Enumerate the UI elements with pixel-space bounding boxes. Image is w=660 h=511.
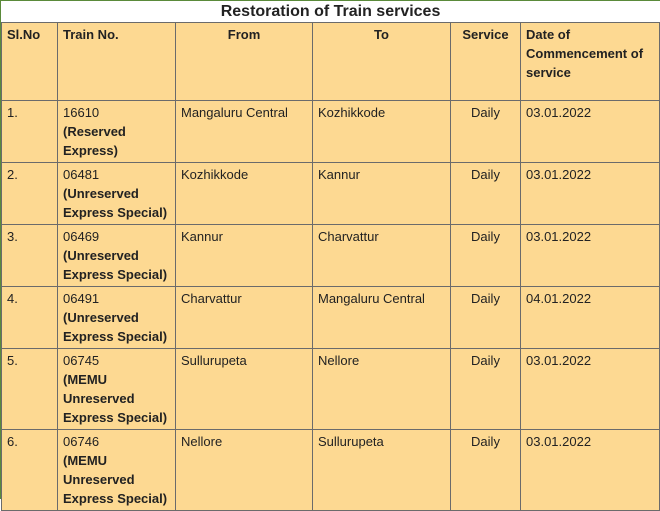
commencement-date: 03.01.2022 — [519, 162, 660, 225]
sl-no: 1. — [1, 100, 58, 163]
table-row: 1. 16610 (Reserved Express) Mangaluru Centr… — [1, 100, 660, 163]
train-no: 06481 — [63, 167, 100, 182]
column-header: Service — [450, 22, 521, 101]
to-station: Mangaluru Central — [312, 286, 451, 349]
sl-no: 2. — [1, 162, 58, 225]
service: Daily — [450, 100, 521, 163]
table-row: 3. 06469 (Unreserved Express Special) Kannu… — [1, 224, 660, 287]
service: Daily — [450, 224, 521, 287]
to-station: Nellore — [312, 348, 451, 430]
train-cell: 16610 (Reserved Express) — [57, 100, 176, 163]
train-cell: 06481 (Unreserved Express Special) — [57, 162, 176, 225]
to-station: Kannur — [312, 162, 451, 225]
table-row: 4. 06491 (Unreserved Express Special) Charv… — [1, 286, 660, 349]
commencement-date: 04.01.2022 — [519, 286, 660, 349]
commencement-date: 03.01.2022 — [519, 429, 660, 511]
column-header: Date of Commencement of service — [519, 22, 660, 101]
column-header: Train No. — [57, 22, 176, 101]
column-header: To — [312, 22, 451, 101]
train-desc: (Unreserved Express Special) — [63, 310, 168, 344]
title-row: Restoration of Train services — [1, 1, 660, 23]
from-station: Kozhikkode — [175, 162, 313, 225]
train-no: 06746 — [63, 434, 100, 449]
service: Daily — [450, 162, 521, 225]
train-cell: 06491 (Unreserved Express Special) — [57, 286, 176, 349]
commencement-date: 03.01.2022 — [519, 100, 660, 163]
from-station: Nellore — [175, 429, 313, 511]
commencement-date: 03.01.2022 — [519, 224, 660, 287]
train-no: 06491 — [63, 291, 100, 306]
train-no: 16610 — [63, 105, 100, 120]
table-row: 2. 06481 (Unreserved Express Special) Kozhi… — [1, 162, 660, 225]
train-no: 06469 — [63, 229, 100, 244]
sl-no: 6. — [1, 429, 58, 511]
train-cell: 06745 (MEMU Unreserved Express Special) — [57, 348, 176, 430]
train-cell: 06746 (MEMU Unreserved Express Special) — [57, 429, 176, 511]
commencement-date: 03.01.2022 — [519, 348, 660, 430]
table-row: 6. 06746 (MEMU Unreserved Express Special)… — [1, 429, 660, 511]
service: Daily — [450, 286, 521, 349]
to-station: Charvattur — [312, 224, 451, 287]
train-desc: (MEMU Unreserved Express Special) — [63, 372, 168, 425]
sl-no: 3. — [1, 224, 58, 287]
column-header: From — [175, 22, 313, 101]
service: Daily — [450, 348, 521, 430]
table-row: 5. 06745 (MEMU Unreserved Express Special)… — [1, 348, 660, 430]
sl-no: 5. — [1, 348, 58, 430]
from-station: Sullurupeta — [175, 348, 313, 430]
to-station: Kozhikkode — [312, 100, 451, 163]
service: Daily — [450, 429, 521, 511]
from-station: Charvattur — [175, 286, 313, 349]
column-header: Sl.No — [1, 22, 58, 101]
header-row: Sl.No Train No. From To Service Date of Comme… — [1, 22, 660, 101]
train-no: 06745 — [63, 353, 100, 368]
to-station: Sullurupeta — [312, 429, 451, 511]
from-station: Mangaluru Central — [175, 100, 313, 163]
train-desc: (MEMU Unreserved Express Special) — [63, 453, 168, 506]
train-cell: 06469 (Unreserved Express Special) — [57, 224, 176, 287]
from-station: Kannur — [175, 224, 313, 287]
sl-no: 4. — [1, 286, 58, 349]
table-title: Restoration of Train services — [1, 1, 660, 23]
train-desc: (Unreserved Express Special) — [63, 248, 168, 282]
train-desc: (Reserved Express) — [63, 124, 126, 158]
train-desc: (Unreserved Express Special) — [63, 186, 168, 220]
